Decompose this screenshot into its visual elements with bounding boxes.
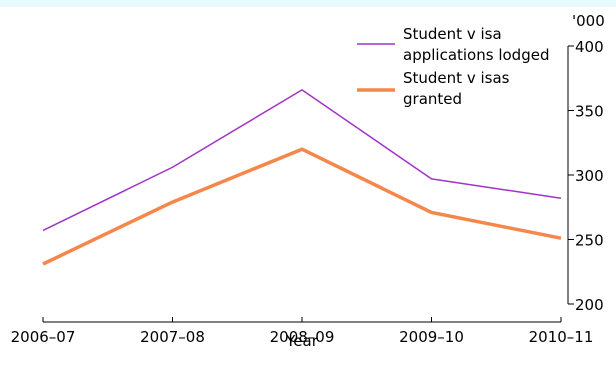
legend-label-applications-line-1: Student v isa: [403, 25, 502, 43]
legend-label-applications-line-2: applications lodged: [403, 46, 549, 64]
chart-axes: 2006–07 2007–08 2008–09 2009–10 2010–11 200 25…: [11, 38, 604, 346]
x-tick-label-2006–07: 2006–07: [11, 328, 76, 346]
y-tick-label-250: 250: [575, 232, 604, 250]
x-tick-label-2010–11: 2010–11: [529, 328, 594, 346]
series-line-0: [42, 89, 562, 232]
x-tick-label-2009–10: 2009–10: [399, 328, 464, 346]
x-axis-title: Year: [285, 332, 319, 350]
y-tick-label-300: 300: [575, 167, 604, 185]
legend-label-granted-line-1: Student v isas: [403, 69, 510, 87]
legend-label-granted-line-2: granted: [403, 90, 462, 108]
x-tick-label-2007–08: 2007–08: [140, 328, 205, 346]
y-axis-unit-label: '000: [572, 12, 605, 30]
top-band: [0, 0, 616, 7]
y-tick-label-400: 400: [575, 38, 604, 56]
y-tick-label-200: 200: [575, 296, 604, 314]
y-tick-label-350: 350: [575, 103, 604, 121]
series-layer: [42, 89, 562, 266]
series-line-1: [42, 147, 562, 266]
x-tick-label-2008–09: 2008–09: [270, 328, 335, 346]
chart-legend: Student v isa applications lodged Studen…: [357, 25, 549, 108]
